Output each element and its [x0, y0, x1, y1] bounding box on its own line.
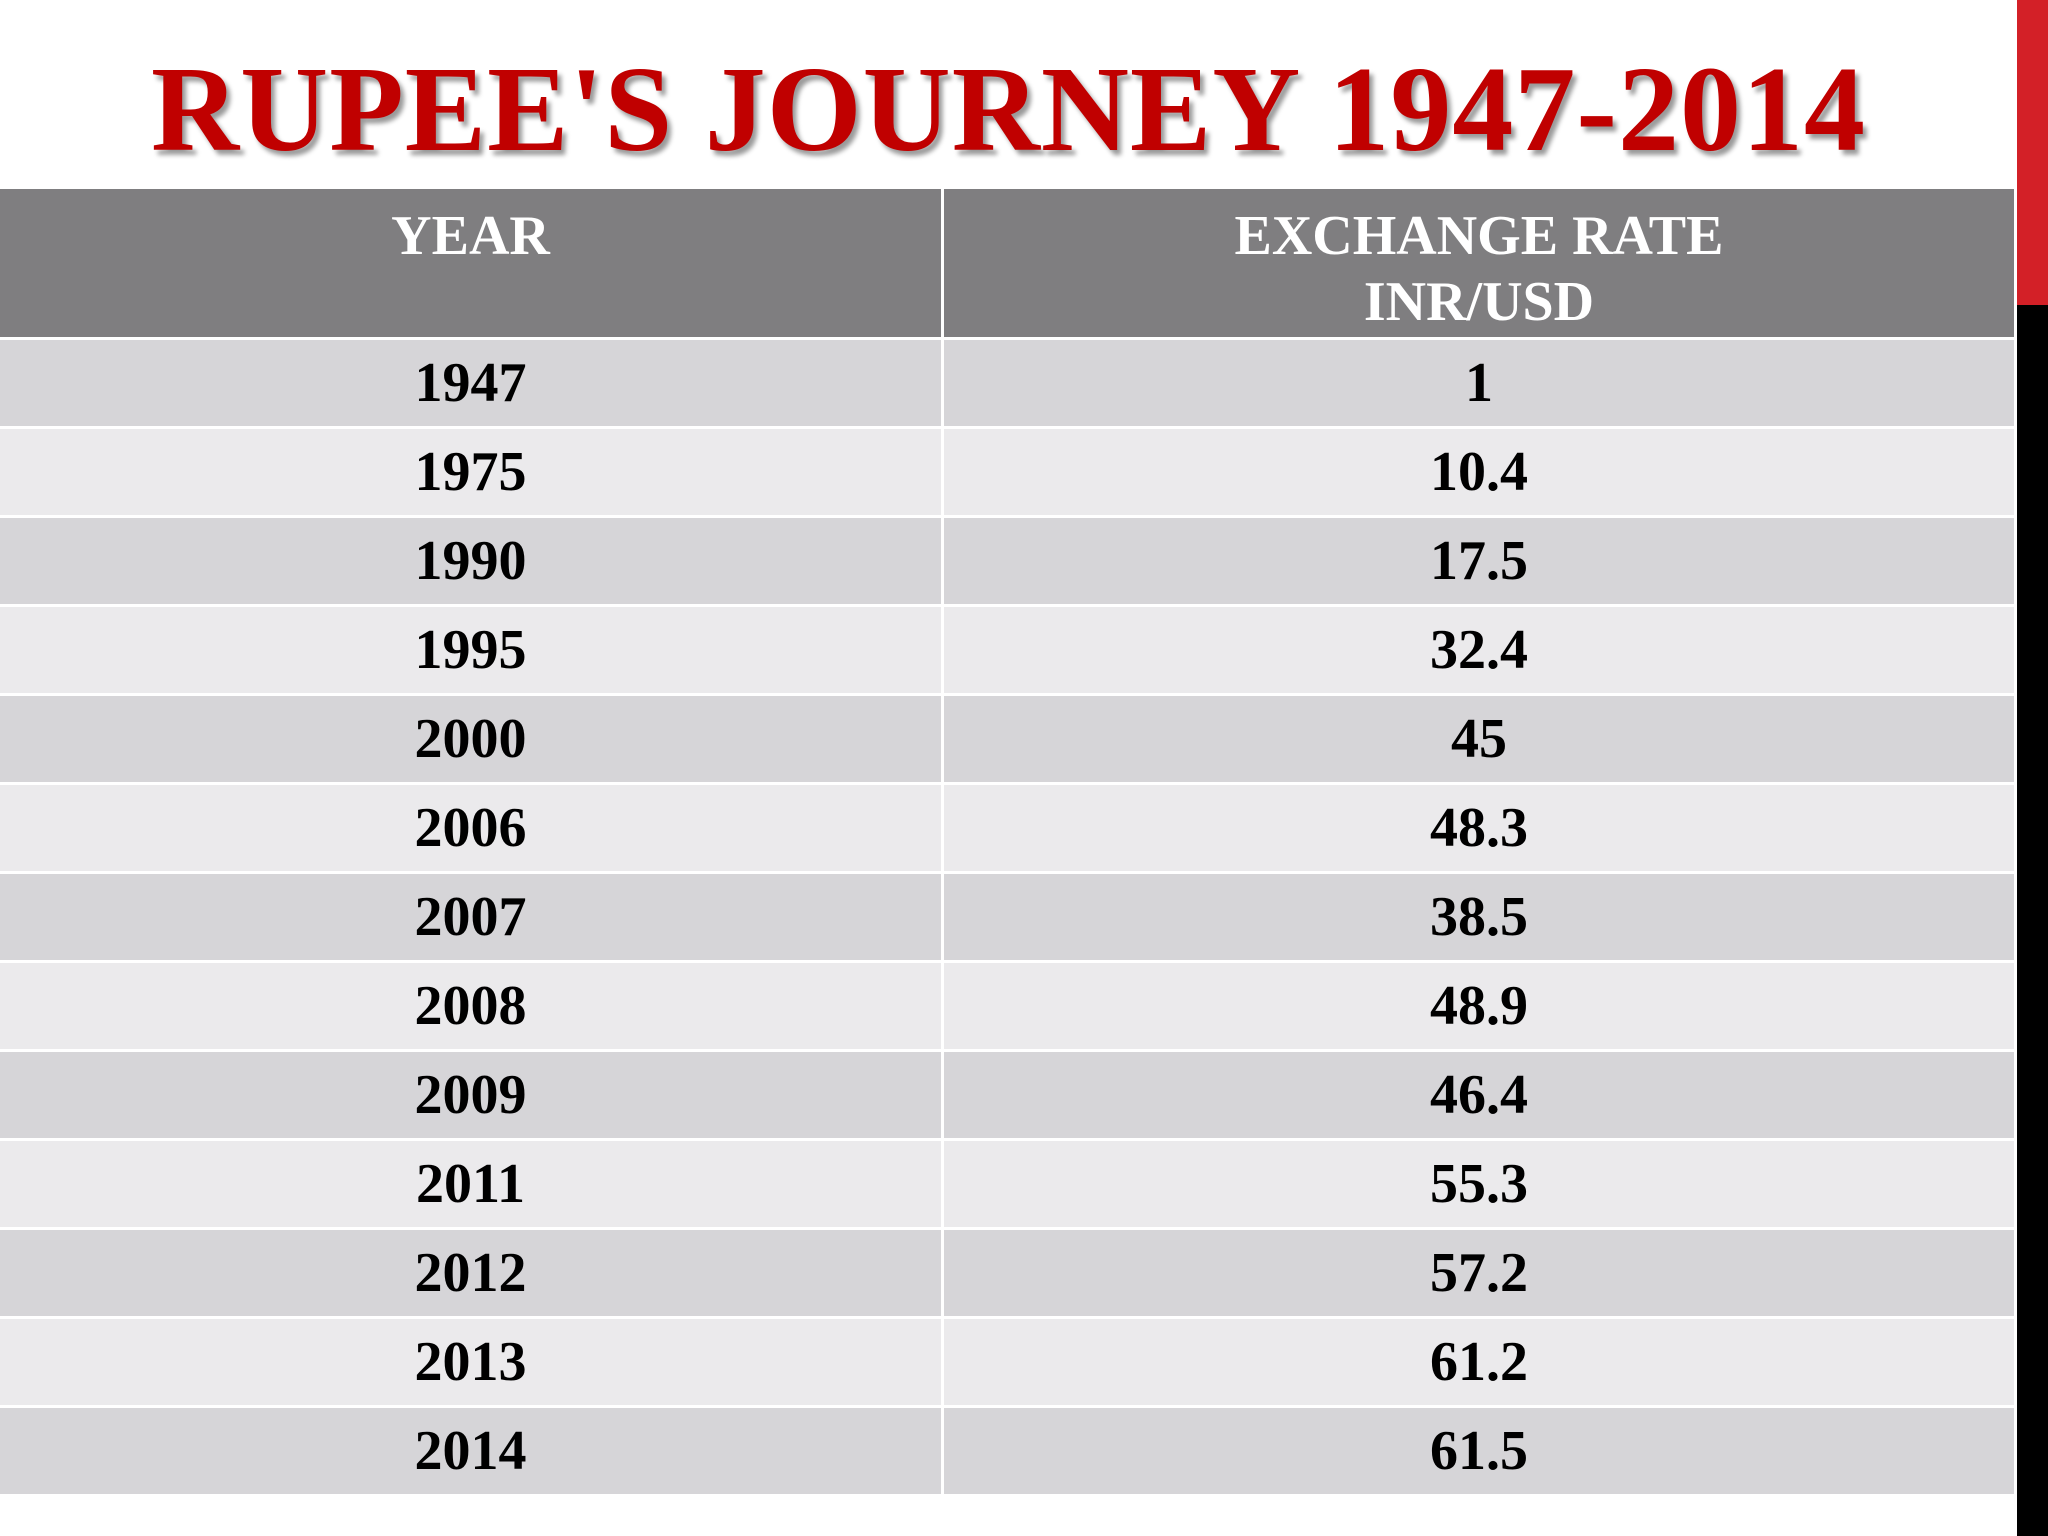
year-cell: 2007	[0, 874, 944, 963]
table-row: 2008 48.9	[0, 963, 2014, 1052]
year-cell: 2008	[0, 963, 944, 1052]
rate-cell: 38.5	[944, 874, 2014, 963]
table-row: 2007 38.5	[0, 874, 2014, 963]
year-cell: 2000	[0, 696, 944, 785]
year-cell: 2012	[0, 1230, 944, 1319]
year-column-header: YEAR	[0, 189, 944, 340]
rate-cell: 57.2	[944, 1230, 2014, 1319]
rate-cell: 1	[944, 340, 2014, 429]
rate-header-line2: INR/USD	[1363, 271, 1595, 333]
table-row: 2000 45	[0, 696, 2014, 785]
table-row: 2009 46.4	[0, 1052, 2014, 1141]
table-row: 1975 10.4	[0, 429, 2014, 518]
rate-cell: 48.3	[944, 785, 2014, 874]
rate-cell: 61.2	[944, 1319, 2014, 1408]
table-row: 2014 61.5	[0, 1408, 2014, 1497]
table-header-row: YEAR EXCHANGE RATE INR/USD	[0, 189, 2014, 340]
accent-bar-red	[2017, 0, 2048, 305]
year-cell: 2013	[0, 1319, 944, 1408]
year-cell: 2009	[0, 1052, 944, 1141]
year-cell: 2006	[0, 785, 944, 874]
accent-bar-black	[2017, 305, 2048, 1536]
rate-cell: 46.4	[944, 1052, 2014, 1141]
rate-cell: 32.4	[944, 607, 2014, 696]
table-row: 2011 55.3	[0, 1141, 2014, 1230]
year-cell: 1990	[0, 518, 944, 607]
rate-cell: 55.3	[944, 1141, 2014, 1230]
exchange-rate-table: YEAR EXCHANGE RATE INR/USD 1947 1 1975 1…	[0, 189, 2014, 1497]
table-row: 2013 61.2	[0, 1319, 2014, 1408]
rate-cell: 10.4	[944, 429, 2014, 518]
rate-cell: 17.5	[944, 518, 2014, 607]
year-cell: 1975	[0, 429, 944, 518]
rate-column-header: EXCHANGE RATE INR/USD	[944, 189, 2014, 340]
table-row: 1947 1	[0, 340, 2014, 429]
table-row: 1995 32.4	[0, 607, 2014, 696]
table-row: 1990 17.5	[0, 518, 2014, 607]
rate-cell: 45	[944, 696, 2014, 785]
year-cell: 1995	[0, 607, 944, 696]
year-cell: 2011	[0, 1141, 944, 1230]
rate-cell: 61.5	[944, 1408, 2014, 1497]
year-cell: 1947	[0, 340, 944, 429]
table-row: 2012 57.2	[0, 1230, 2014, 1319]
rate-header-line1: EXCHANGE RATE	[1234, 205, 1724, 267]
rate-cell: 48.9	[944, 963, 2014, 1052]
table-row: 2006 48.3	[0, 785, 2014, 874]
slide-title: RUPEE'S JOURNEY 1947-2014	[150, 42, 1866, 177]
year-cell: 2014	[0, 1408, 944, 1497]
